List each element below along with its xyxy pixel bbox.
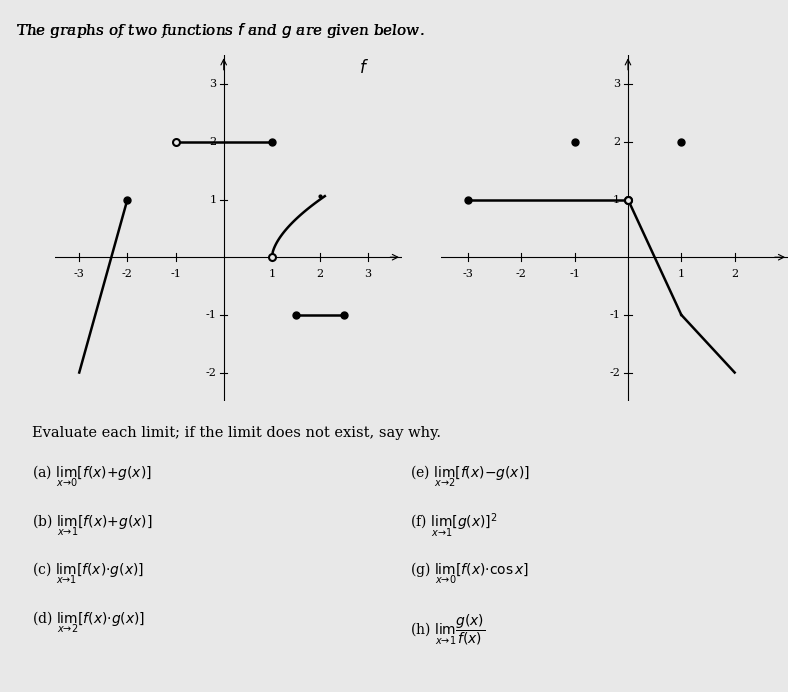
Text: (g) $\lim_{x\to 0}[f(x)\cdot\cos x]$: (g) $\lim_{x\to 0}[f(x)\cdot\cos x]$ xyxy=(410,561,529,586)
Text: 2: 2 xyxy=(613,137,620,147)
Text: (e) $\lim_{x\to 2}[f(x)-g(x)]$: (e) $\lim_{x\to 2}[f(x)-g(x)]$ xyxy=(410,464,530,489)
Text: (a) $\lim_{x\to 0}[f(x)+g(x)]$: (a) $\lim_{x\to 0}[f(x)+g(x)]$ xyxy=(32,464,151,489)
Text: -3: -3 xyxy=(74,268,84,279)
Text: The graphs of two functions $f$ and $g$ are given below.: The graphs of two functions $f$ and $g$ … xyxy=(16,21,424,39)
Text: -1: -1 xyxy=(206,310,217,320)
Text: 1: 1 xyxy=(210,194,217,205)
Text: (b) $\lim_{x\to 1}[f(x)+g(x)]$: (b) $\lim_{x\to 1}[f(x)+g(x)]$ xyxy=(32,512,152,538)
Text: -1: -1 xyxy=(609,310,620,320)
Text: -2: -2 xyxy=(206,367,217,378)
Text: -1: -1 xyxy=(170,268,181,279)
Text: (h) $\lim_{x\to 1}\dfrac{g(x)}{f(x)}$: (h) $\lim_{x\to 1}\dfrac{g(x)}{f(x)}$ xyxy=(410,612,485,647)
Text: -1: -1 xyxy=(569,268,580,279)
Text: 3: 3 xyxy=(613,79,620,89)
Text: 1: 1 xyxy=(678,268,685,279)
Text: 2: 2 xyxy=(210,137,217,147)
Text: -3: -3 xyxy=(463,268,474,279)
Text: 3: 3 xyxy=(210,79,217,89)
Text: (d) $\lim_{x\to 2}[f(x)\cdot g(x)]$: (d) $\lim_{x\to 2}[f(x)\cdot g(x)]$ xyxy=(32,609,145,635)
Text: 1: 1 xyxy=(613,194,620,205)
Text: $f$: $f$ xyxy=(359,59,369,77)
Text: (c) $\lim_{x\to 1}[f(x)\cdot g(x)]$: (c) $\lim_{x\to 1}[f(x)\cdot g(x)]$ xyxy=(32,561,143,586)
Text: 3: 3 xyxy=(365,268,372,279)
Text: 2: 2 xyxy=(317,268,324,279)
Text: The graphs of two functions $f$ and $g$ are given below.: The graphs of two functions $f$ and $g$ … xyxy=(16,21,424,39)
Text: (f) $\lim_{x\to 1}[g(x)]^2$: (f) $\lim_{x\to 1}[g(x)]^2$ xyxy=(410,512,497,540)
Text: -2: -2 xyxy=(516,268,526,279)
Text: 2: 2 xyxy=(731,268,738,279)
Text: -2: -2 xyxy=(609,367,620,378)
Text: 1: 1 xyxy=(268,268,276,279)
Text: -2: -2 xyxy=(122,268,133,279)
Text: Evaluate each limit; if the limit does not exist, say why.: Evaluate each limit; if the limit does n… xyxy=(32,426,440,439)
